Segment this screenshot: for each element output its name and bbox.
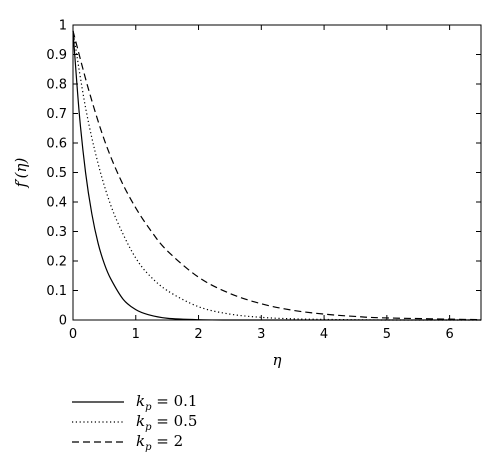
y-tick-label: 0.2 xyxy=(46,255,67,270)
legend-label-value: = 2 xyxy=(151,431,184,450)
x-tick-label: 4 xyxy=(320,327,328,342)
legend-label-subscript: p xyxy=(145,401,152,413)
x-axis-ticks: 0 1 2 3 4 5 6 xyxy=(69,25,454,342)
series-line-1 xyxy=(72,30,481,321)
y-tick-label: 0.8 xyxy=(46,78,67,93)
y-tick-label: 0.1 xyxy=(46,284,67,299)
x-tick-label: 1 xyxy=(132,327,140,342)
y-tick-label: 0 xyxy=(59,314,67,329)
legend-label-variable: k xyxy=(136,411,146,430)
y-axis-ticks: 0 0.1 0.2 0.3 0.4 0.5 0.6 0.7 0.8 0.9 1 xyxy=(46,19,481,329)
legend-label-value: = 0.5 xyxy=(151,411,198,430)
legend-line-sample xyxy=(72,401,124,403)
y-tick-label: 0.6 xyxy=(46,137,67,152)
y-tick-label: 0.3 xyxy=(46,225,67,240)
plot-frame xyxy=(72,24,482,321)
legend-label-subscript: p xyxy=(145,441,152,453)
x-tick-label: 6 xyxy=(445,327,453,342)
y-axis-label: f′(η) xyxy=(12,158,30,189)
legend-line-sample xyxy=(72,421,124,423)
legend-label: kp = 0.5 xyxy=(136,412,197,433)
x-tick-label: 5 xyxy=(383,327,391,342)
x-tick-label: 0 xyxy=(69,327,77,342)
legend-line-sample xyxy=(72,441,124,443)
legend-item: kp = 2 xyxy=(72,432,197,453)
y-tick-label: 0.4 xyxy=(46,196,67,211)
y-tick-label: 1 xyxy=(59,19,67,34)
legend-item: kp = 0.5 xyxy=(72,412,197,433)
x-axis-label: η xyxy=(273,351,282,369)
legend-label-value: = 0.1 xyxy=(151,391,198,410)
series-line-2 xyxy=(72,30,482,321)
y-tick-label: 0.9 xyxy=(46,48,67,63)
series-layer xyxy=(72,30,482,321)
legend-label: kp = 2 xyxy=(136,432,183,453)
legend-item: kp = 0.1 xyxy=(72,392,197,413)
legend-label-variable: k xyxy=(136,431,146,450)
legend: kp = 0.1 kp = 0.5 kp = 2 xyxy=(72,392,197,453)
legend-label-subscript: p xyxy=(145,421,152,433)
series-line-3 xyxy=(72,30,482,321)
legend-label-variable: k xyxy=(136,391,146,410)
y-tick-label: 0.7 xyxy=(46,107,67,122)
x-tick-label: 2 xyxy=(194,327,202,342)
legend-label: kp = 0.1 xyxy=(136,392,197,413)
x-tick-label: 3 xyxy=(257,327,265,342)
y-tick-label: 0.5 xyxy=(46,166,67,181)
